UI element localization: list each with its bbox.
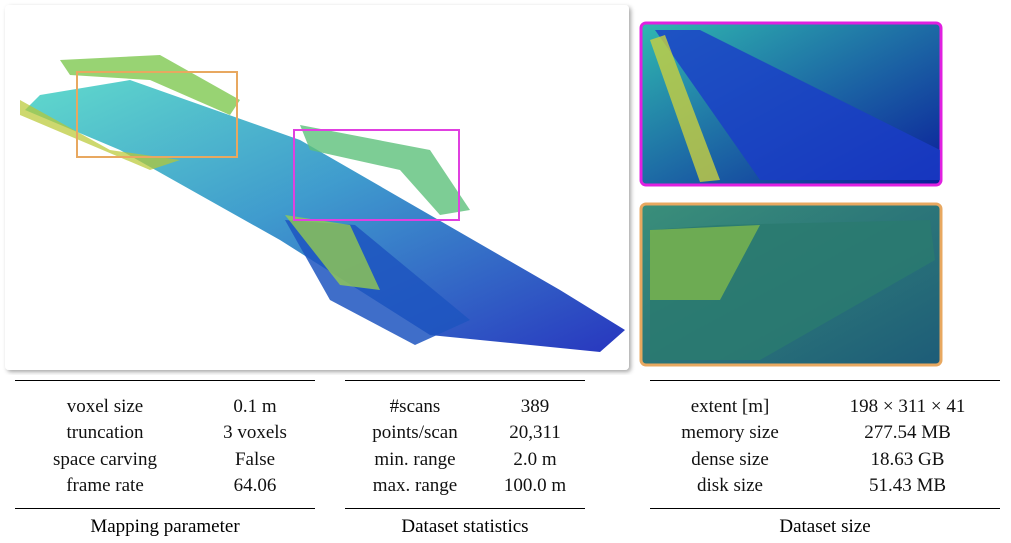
rule [345, 508, 585, 509]
rule [650, 508, 1000, 509]
figure [0, 0, 1011, 375]
cell: 51.43 MB [815, 475, 1000, 497]
cell: extent [m] [650, 396, 810, 418]
rule [650, 380, 1000, 381]
cell: 389 [485, 396, 585, 418]
caption: Dataset statistics [345, 516, 585, 538]
cell: 277.54 MB [815, 422, 1000, 444]
rule [345, 380, 585, 381]
cell: 0.1 m [195, 396, 315, 418]
rule [15, 508, 315, 509]
cell: truncation [15, 422, 195, 444]
page: voxel size0.1 m truncation3 voxels space… [0, 0, 1011, 543]
caption: Mapping parameter [15, 516, 315, 538]
cell: disk size [650, 475, 810, 497]
cell: min. range [345, 449, 485, 471]
cell: max. range [345, 475, 485, 497]
row: extent [m]198 × 311 × 41 [650, 396, 1000, 422]
cell: 18.63 GB [815, 449, 1000, 471]
cell: 3 voxels [195, 422, 315, 444]
cell: space carving [15, 449, 195, 471]
cell: points/scan [345, 422, 485, 444]
cell: frame rate [15, 475, 195, 497]
rule [15, 380, 315, 381]
cell: 64.06 [195, 475, 315, 497]
cell: 198 × 311 × 41 [815, 396, 1000, 418]
cell: memory size [650, 422, 810, 444]
cell: False [195, 449, 315, 471]
cell: voxel size [15, 396, 195, 418]
cell: 20,311 [485, 422, 585, 444]
cell: dense size [650, 449, 810, 471]
caption: Dataset size [650, 516, 1000, 538]
cell: 2.0 m [485, 449, 585, 471]
cell: 100.0 m [485, 475, 585, 497]
cell: #scans [345, 396, 485, 418]
